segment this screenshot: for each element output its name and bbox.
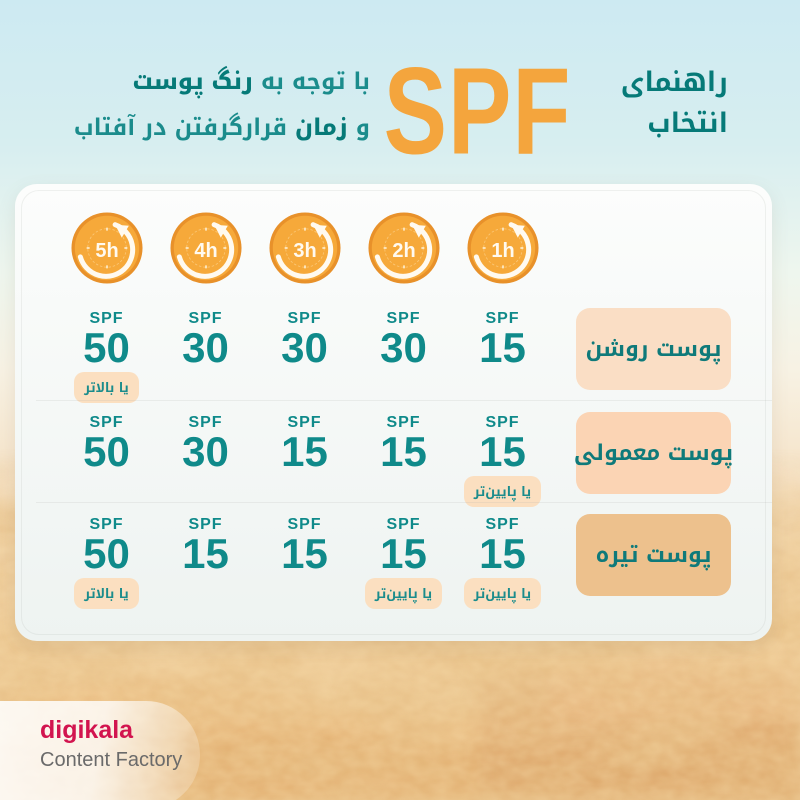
- svg-text:4h: 4h: [194, 240, 217, 262]
- svg-text:2h: 2h: [392, 240, 415, 262]
- svg-text:1h: 1h: [491, 240, 514, 262]
- svg-text:5h: 5h: [95, 240, 118, 262]
- svg-text:3h: 3h: [293, 240, 316, 262]
